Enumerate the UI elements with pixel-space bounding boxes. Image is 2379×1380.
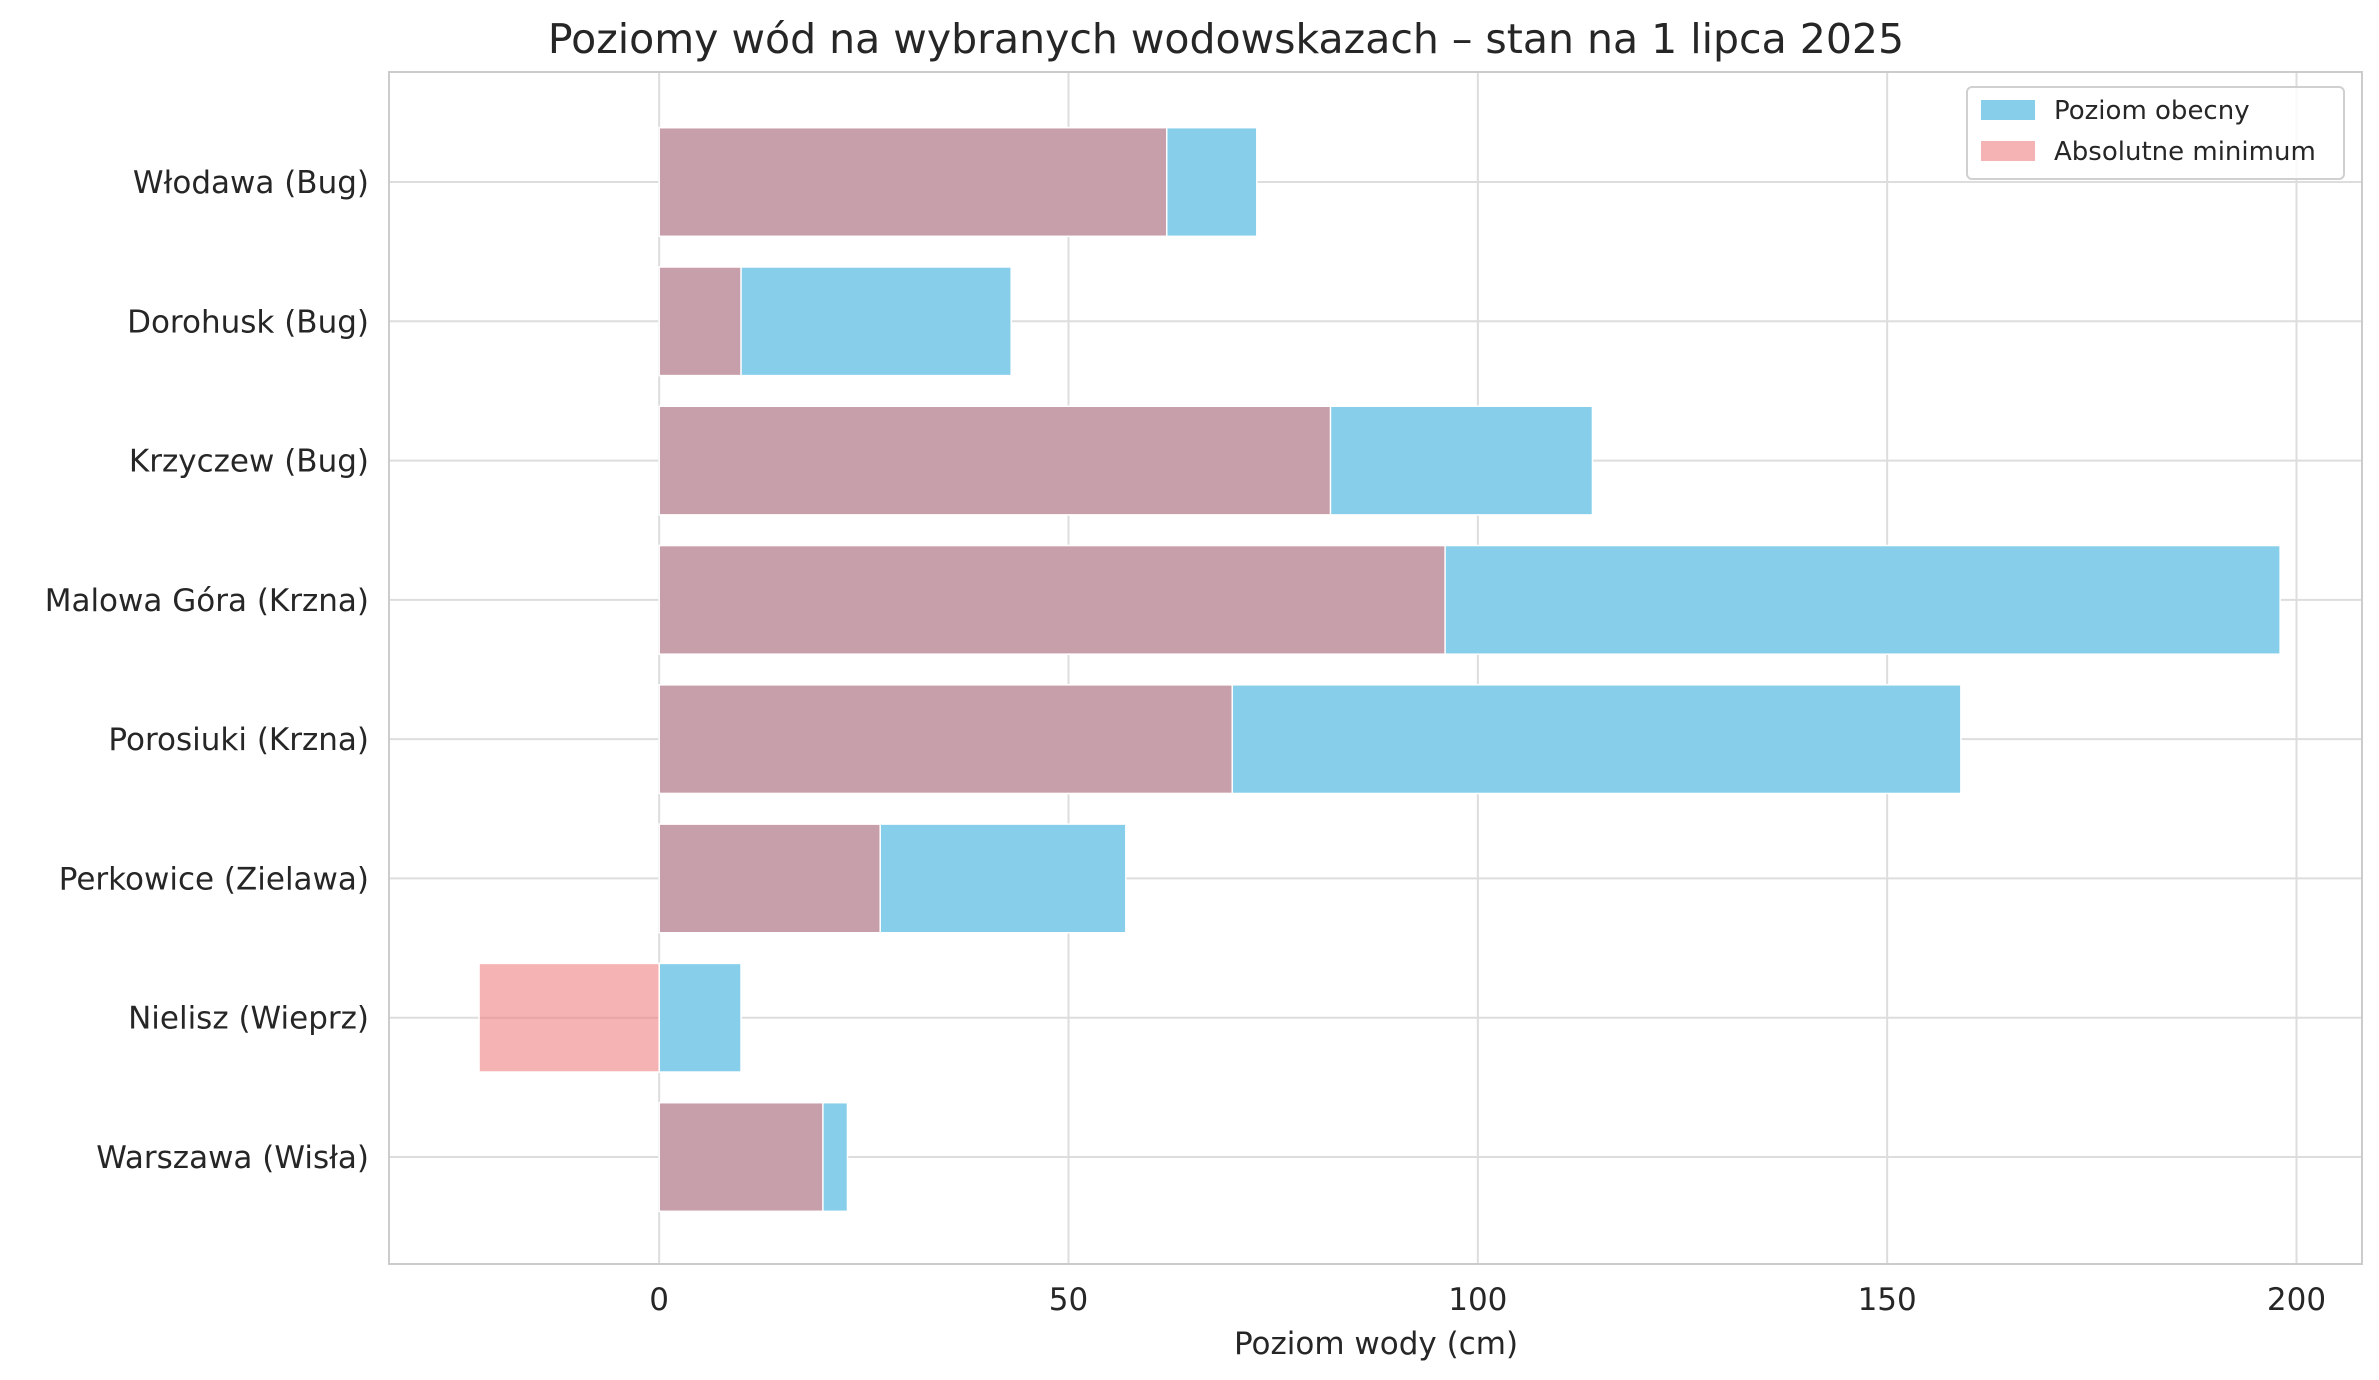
grid-lines <box>389 72 2362 1264</box>
legend-label-current: Poziom obecny <box>2054 96 2250 126</box>
y-tick-label: Włodawa (Bug) <box>133 165 369 201</box>
absolute-minimum-bar <box>658 405 1332 516</box>
legend-swatch-minimum <box>1981 141 2035 161</box>
y-tick-label: Warszawa (Wisła) <box>96 1140 369 1176</box>
series-current-bars <box>658 126 2281 1213</box>
absolute-minimum-bar <box>658 544 1446 655</box>
absolute-minimum-bar <box>658 1101 824 1213</box>
absolute-minimum-bar <box>658 266 742 377</box>
plot-frame <box>388 71 2363 1265</box>
y-tick-label: Nielisz (Wieprz) <box>128 1001 369 1037</box>
legend-box <box>1966 86 2345 180</box>
legend-swatch-current <box>1981 100 2035 120</box>
current-level-bar <box>658 962 742 1073</box>
chart-title: Poziomy wód na wybranych wodowskazach – … <box>548 15 1904 63</box>
x-axis-label: Poziom wody (cm) <box>1234 1326 1518 1362</box>
y-tick-label: Malowa Góra (Krzna) <box>45 583 369 619</box>
absolute-minimum-bar <box>658 126 1168 238</box>
x-tick-label: 100 <box>1448 1282 1507 1318</box>
absolute-minimum-bar <box>478 962 660 1073</box>
y-tick-label: Dorohusk (Bug) <box>127 304 369 340</box>
absolute-minimum-bar <box>658 684 1233 795</box>
legend-label-minimum: Absolutne minimum <box>2054 137 2316 167</box>
x-tick-labels: 0 50 100 150 200 <box>649 1282 2326 1318</box>
absolute-minimum-bar <box>658 823 881 934</box>
legend: Poziom obecny Absolutne minimum <box>1966 86 2345 180</box>
x-tick-label: 150 <box>1858 1282 1917 1318</box>
series-minimum-bars <box>478 126 1446 1213</box>
y-tick-label: Porosiuki (Krzna) <box>108 722 369 758</box>
y-tick-label: Krzyczew (Bug) <box>129 444 369 480</box>
x-tick-label: 0 <box>649 1282 669 1318</box>
x-tick-label: 50 <box>1049 1282 1088 1318</box>
y-tick-label: Perkowice (Zielawa) <box>59 861 369 897</box>
x-tick-label: 200 <box>2267 1282 2326 1318</box>
y-tick-labels: Włodawa (Bug) Dorohusk (Bug) Krzyczew (Bug… <box>45 165 369 1176</box>
